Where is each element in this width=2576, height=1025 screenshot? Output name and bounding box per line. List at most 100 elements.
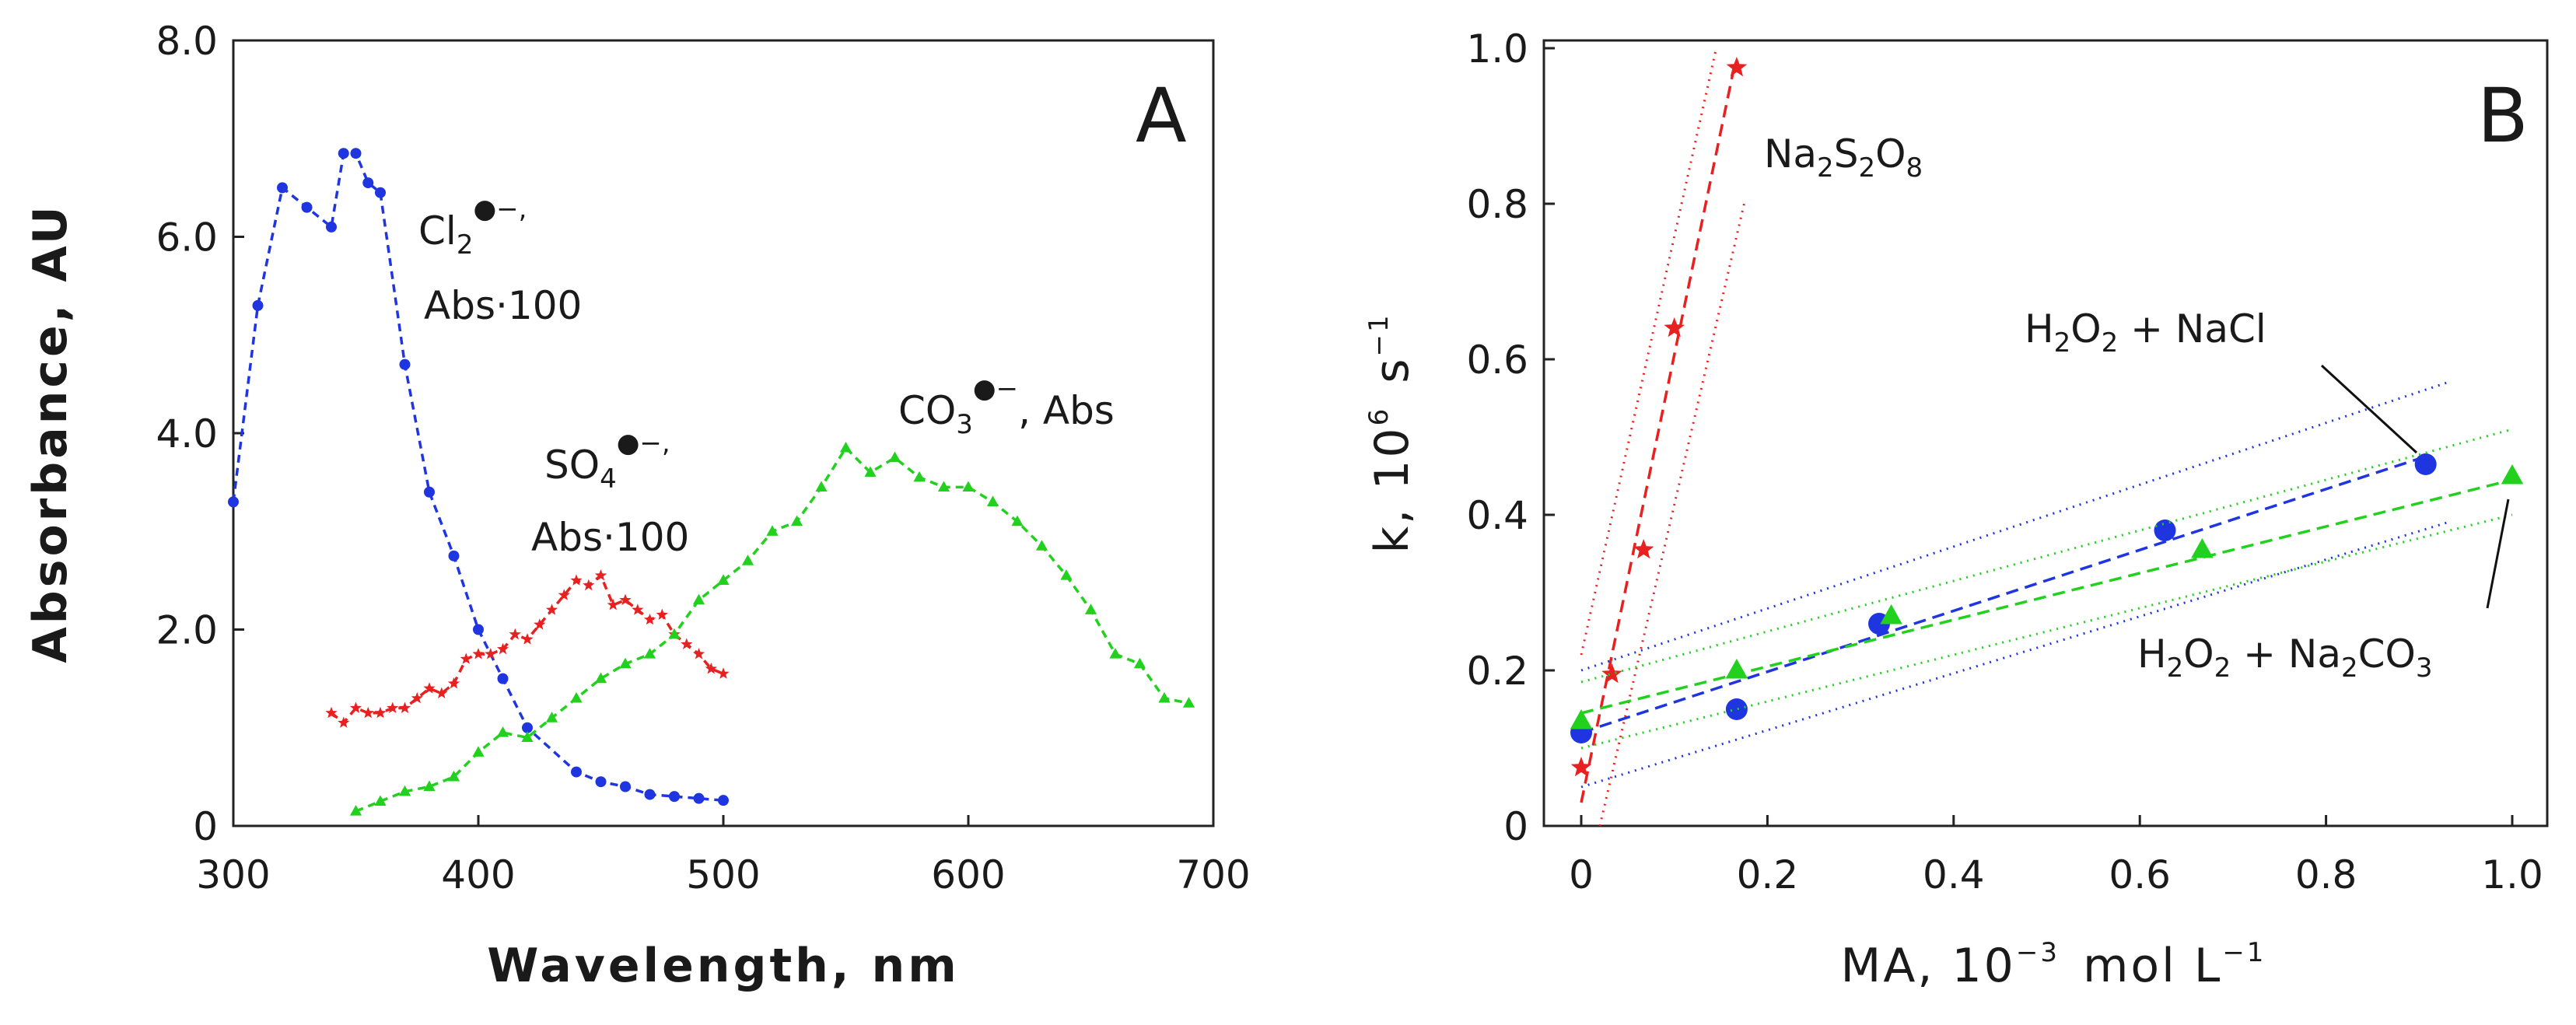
- b-x-tick-label: 0.2: [1737, 852, 1799, 897]
- naco-sub-4: 3: [2416, 652, 2433, 684]
- b-x-title-mol: mol L: [2083, 939, 2222, 993]
- a-data-point: [521, 731, 534, 742]
- panel-b-letter: B: [2477, 72, 2529, 159]
- so4-formula: SO: [544, 443, 600, 488]
- b-data-point: [1725, 698, 1748, 720]
- a-data-point: [473, 624, 484, 635]
- a-data-point: [338, 716, 350, 728]
- panel-a-y-axis-title: Absorbance, AU: [23, 203, 78, 663]
- b-series-star: [1570, 47, 1748, 827]
- a-data-point: [607, 598, 619, 610]
- a-data-point: [717, 667, 730, 679]
- a-data-point: [534, 618, 546, 630]
- co3-charge: ●−: [973, 373, 1018, 404]
- naso-o: O: [1875, 131, 1906, 177]
- a-data-point: [522, 722, 533, 733]
- b-x-tick-label: 0.8: [2295, 852, 2357, 897]
- a-data-point: [571, 766, 582, 778]
- a-data-point: [643, 648, 656, 659]
- a-data-point: [374, 706, 387, 719]
- cl2-charge: ●−,: [473, 194, 527, 225]
- panel-a: 300 400 500 600 700 0 2.0 4.0 6.0 8.0 A Wavelengt…: [23, 19, 1251, 993]
- a-x-tick-label: 700: [1176, 852, 1250, 897]
- panel-b-series: [1570, 47, 2524, 827]
- a-data-point: [1182, 697, 1195, 708]
- a-series-triangle: [349, 441, 1195, 816]
- a-data-point: [766, 525, 779, 536]
- a-data-point: [375, 187, 386, 198]
- a-data-point: [583, 579, 595, 591]
- a-data-point: [349, 701, 362, 713]
- b-data-point: [2154, 519, 2176, 541]
- naco-sub-1: 2: [2167, 652, 2184, 684]
- naco-co: CO: [2358, 631, 2416, 677]
- b-confidence-band: [1580, 47, 1718, 656]
- a-data-point: [424, 486, 435, 498]
- a-data-point: [436, 687, 448, 698]
- a-data-point: [644, 789, 656, 800]
- a-data-point: [521, 633, 534, 645]
- b-x-tick-label: 1.0: [2481, 852, 2543, 897]
- panel-b: 0 0.2 0.4 0.6 0.8 1.0 0 0.2 0.4 0.6 0.8 1.0 B MA, 1…: [1363, 26, 2549, 993]
- b-confidence-band: [1598, 203, 1745, 827]
- a-data-point: [1011, 515, 1024, 526]
- b-data-point: [1725, 659, 1748, 679]
- a-data-point: [387, 701, 399, 713]
- b-y-title-s: s: [1365, 356, 1419, 383]
- panel-b-frame: [1542, 39, 2549, 827]
- b-y-tick-label: 0.4: [1466, 493, 1528, 538]
- a-data-point: [423, 682, 436, 694]
- naso-sub-8: 8: [1906, 152, 1923, 184]
- a-data-point: [545, 603, 558, 615]
- naco-sub-3: 2: [2341, 652, 2358, 684]
- a-data-point: [326, 221, 337, 233]
- a-series-line: [232, 152, 724, 802]
- a-data-point: [668, 628, 681, 639]
- a-data-point: [398, 785, 411, 796]
- so4-scale-label: Abs·100: [531, 515, 689, 560]
- a-data-point: [509, 628, 521, 640]
- a-series-circle: [228, 148, 729, 806]
- a-data-point: [558, 589, 570, 600]
- a-data-point: [398, 701, 411, 713]
- b-data-point: [1726, 57, 1748, 77]
- co3-scale-label: , Abs: [1018, 388, 1115, 433]
- naco-h: H: [2137, 631, 2167, 677]
- b-confidence-band: [1580, 381, 2448, 672]
- a-data-point: [692, 593, 705, 605]
- a-data-point: [1060, 569, 1073, 580]
- a-data-point: [718, 795, 729, 806]
- nacl-leader-line: [2320, 364, 2418, 454]
- a-data-point: [656, 608, 668, 620]
- a-data-point: [913, 471, 926, 482]
- b-y-title-exp2: −1: [1363, 313, 1395, 356]
- naso-na: Na: [1764, 131, 1817, 177]
- b-y-tick-label: 0.2: [1466, 649, 1528, 694]
- a-data-point: [349, 805, 362, 816]
- a-data-point: [839, 441, 852, 453]
- a-data-point: [681, 638, 693, 649]
- so4-subscript: 4: [600, 464, 617, 495]
- a-data-point: [399, 359, 411, 370]
- naso-sub-2: 2: [1858, 152, 1875, 184]
- cl2-scale-label: Abs·100: [424, 283, 582, 328]
- a-data-point: [717, 574, 730, 585]
- b-data-point: [1570, 709, 1593, 729]
- h2o2-nacl-label: H2O2 + NaCl: [2025, 306, 2266, 359]
- a-data-point: [1035, 540, 1048, 551]
- a-data-point: [1109, 648, 1122, 659]
- b-data-point: [2501, 464, 2524, 485]
- b-data-point: [1633, 539, 1654, 559]
- a-data-point: [411, 691, 423, 704]
- a-x-tick-label: 500: [686, 852, 760, 897]
- panel-a-x-axis-title: Wavelength, nm: [487, 939, 960, 993]
- b-data-point: [1570, 757, 1592, 777]
- b-series-circle: [1570, 381, 2448, 789]
- b-x-tick-label: 0.6: [2109, 852, 2171, 897]
- a-data-point: [643, 613, 656, 625]
- so4-label: SO4●−,: [544, 428, 670, 495]
- a-data-point: [423, 780, 436, 792]
- a-data-point: [705, 663, 717, 674]
- a-y-tick-label: 0: [193, 804, 218, 849]
- a-data-point: [962, 481, 975, 492]
